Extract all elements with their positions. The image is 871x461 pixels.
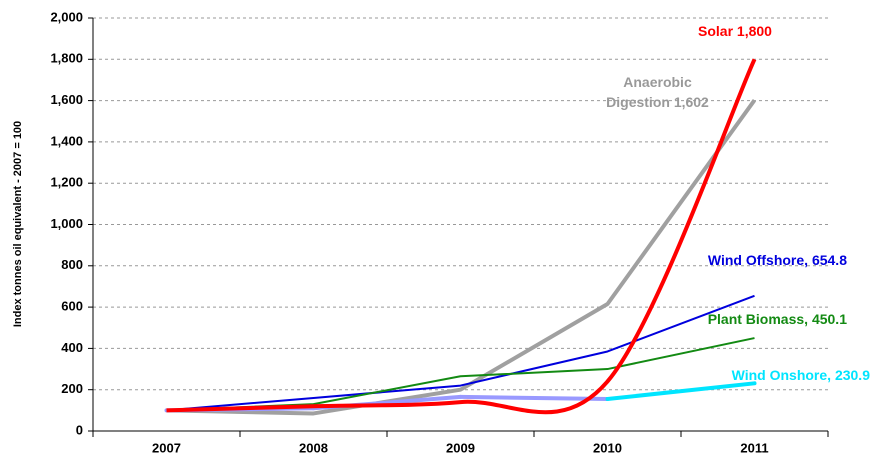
x-tick-label: 2009 (446, 440, 475, 455)
end-value-label: 230.9 (834, 367, 870, 383)
y-tick-label: 2,000 (50, 9, 83, 24)
series-label: Plant Biomass, 450.1 (700, 309, 847, 329)
legend-name: Plant Biomass, (707, 311, 809, 327)
series-label: Anaerobic Digestion 1,602 (595, 72, 720, 112)
y-tick-label: 1,000 (50, 216, 83, 231)
x-tick-label: 2011 (740, 440, 768, 455)
series-label: Solar 1,800 (670, 21, 800, 41)
end-value-label: 654.8 (811, 252, 847, 268)
y-tick-label: 1,800 (50, 51, 83, 66)
end-value-label: 450.1 (811, 311, 847, 327)
y-tick-label: 0 (76, 422, 83, 437)
series-line (166, 99, 757, 416)
x-tick-label: 2008 (299, 440, 328, 455)
y-axis-label: Index tonnes oil equivalent - 2007 = 100 (12, 121, 24, 327)
series-label: Wind Onshore, 230.9 (720, 365, 870, 385)
legend-name: Anaerobic Digestion (606, 74, 692, 110)
series-line (166, 294, 755, 412)
end-value-label: 1,800 (736, 23, 772, 39)
legend-name: Wind Onshore, (731, 367, 832, 383)
end-value-label: 1,602 (673, 94, 709, 110)
series-line (166, 58, 757, 415)
series-label: Wind Offshore, 654.8 (700, 250, 847, 270)
legend-name: Wind Offshore, (707, 252, 809, 268)
series-line (458, 394, 610, 401)
y-tick-label: 1,200 (50, 175, 83, 190)
legend-name: Solar (698, 23, 734, 39)
x-tick-label: 2007 (152, 440, 181, 455)
x-tick-label: 2010 (593, 440, 622, 455)
y-tick-label: 800 (61, 257, 83, 272)
y-tick-label: 600 (61, 299, 83, 314)
series-line (605, 381, 757, 401)
y-tick-label: 1,600 (50, 92, 83, 107)
y-tick-label: 1,400 (50, 133, 83, 148)
y-tick-label: 400 (61, 340, 83, 355)
y-tick-label: 200 (61, 381, 83, 396)
